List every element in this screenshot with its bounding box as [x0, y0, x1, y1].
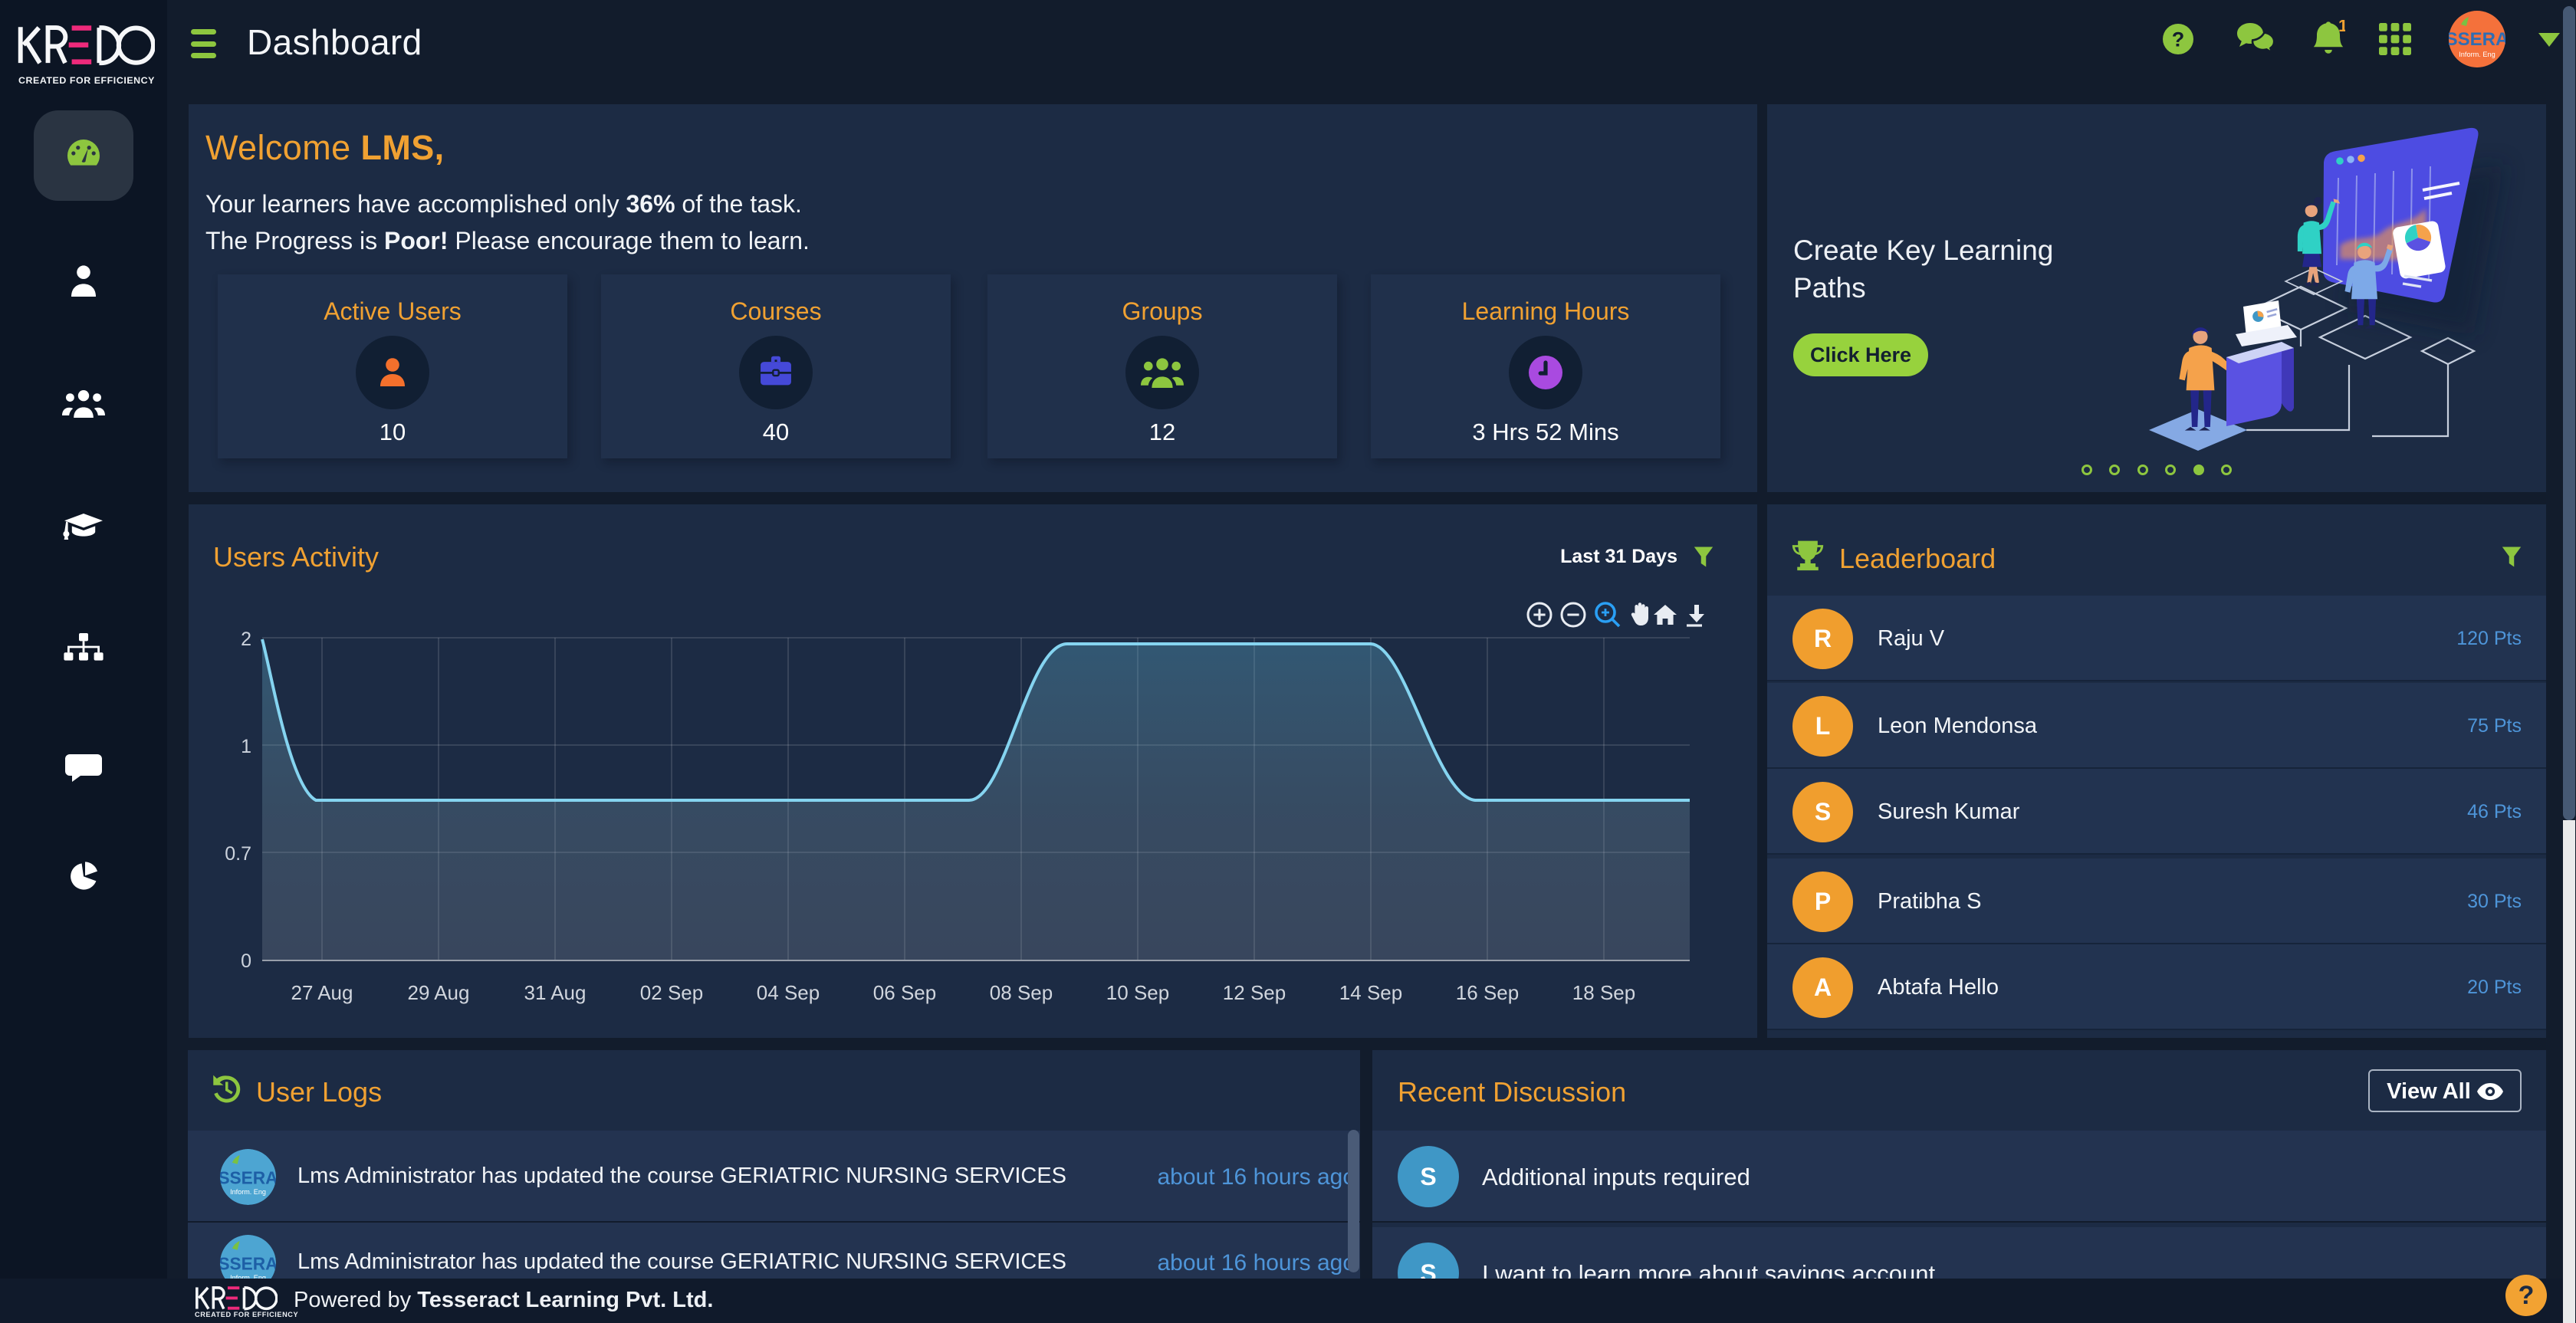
- svg-text:1: 1: [241, 736, 251, 757]
- svg-text:1: 1: [2338, 20, 2345, 35]
- svg-text:SSERA: SSERA: [220, 1167, 276, 1187]
- svg-text:02 Sep: 02 Sep: [640, 981, 703, 1004]
- svg-text:0: 0: [241, 950, 251, 972]
- svg-text:2: 2: [241, 629, 251, 650]
- svg-text:0.7: 0.7: [225, 843, 251, 865]
- svg-text:27 Aug: 27 Aug: [291, 981, 353, 1004]
- svg-text:04 Sep: 04 Sep: [757, 981, 820, 1004]
- svg-text:18 Sep: 18 Sep: [1572, 981, 1635, 1004]
- svg-text:08 Sep: 08 Sep: [990, 981, 1053, 1004]
- svg-text:06 Sep: 06 Sep: [873, 981, 936, 1004]
- svg-text:?: ?: [2172, 28, 2185, 51]
- svg-text:SSERA: SSERA: [2449, 29, 2505, 50]
- svg-text:SSERA: SSERA: [220, 1253, 276, 1273]
- svg-text:29 Aug: 29 Aug: [408, 981, 470, 1004]
- svg-text:12 Sep: 12 Sep: [1223, 981, 1286, 1004]
- svg-text:10 Sep: 10 Sep: [1106, 981, 1169, 1004]
- svg-text:Inform. Eng: Inform. Eng: [230, 1188, 266, 1196]
- svg-text:Inform. Eng: Inform. Eng: [230, 1274, 266, 1282]
- svg-text:16 Sep: 16 Sep: [1456, 981, 1519, 1004]
- svg-text:Inform. Eng: Inform. Eng: [2459, 51, 2496, 58]
- svg-text:14 Sep: 14 Sep: [1339, 981, 1402, 1004]
- svg-text:31 Aug: 31 Aug: [524, 981, 586, 1004]
